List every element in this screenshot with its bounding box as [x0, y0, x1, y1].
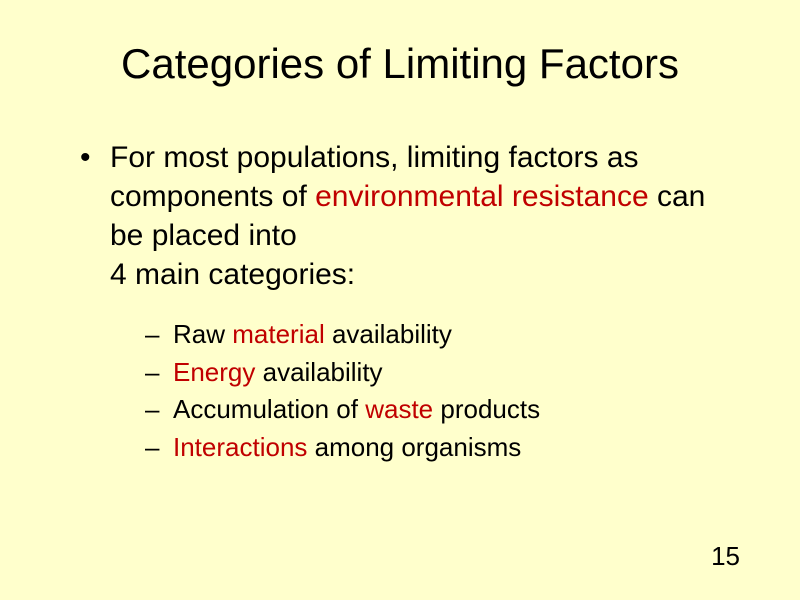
- sub-post: among organisms: [307, 432, 521, 462]
- sub-post: availability: [255, 357, 382, 387]
- slide: Categories of Limiting Factors For most …: [0, 0, 800, 600]
- main-text-part3: 4 main categories:: [110, 258, 355, 291]
- page-number: 15: [711, 541, 740, 572]
- list-item: Raw material availability: [145, 316, 740, 354]
- sub-post: availability: [325, 319, 452, 349]
- list-item: Accumulation of waste products: [145, 391, 740, 429]
- highlight-material: material: [232, 319, 324, 349]
- list-item: Interactions among organisms: [145, 429, 740, 467]
- highlight-waste: waste: [365, 394, 433, 424]
- highlight-environmental-resistance: environmental resistance: [315, 180, 649, 213]
- list-item: Energy availability: [145, 354, 740, 392]
- main-bullet: For most populations, limiting factors a…: [80, 138, 740, 294]
- slide-title: Categories of Limiting Factors: [60, 40, 740, 88]
- highlight-interactions: Interactions: [173, 432, 307, 462]
- sub-pre: Raw: [173, 319, 232, 349]
- sub-post: products: [433, 394, 540, 424]
- highlight-energy: Energy: [173, 357, 255, 387]
- sub-bullet-list: Raw material availability Energy availab…: [145, 316, 740, 467]
- sub-pre: Accumulation of: [173, 394, 365, 424]
